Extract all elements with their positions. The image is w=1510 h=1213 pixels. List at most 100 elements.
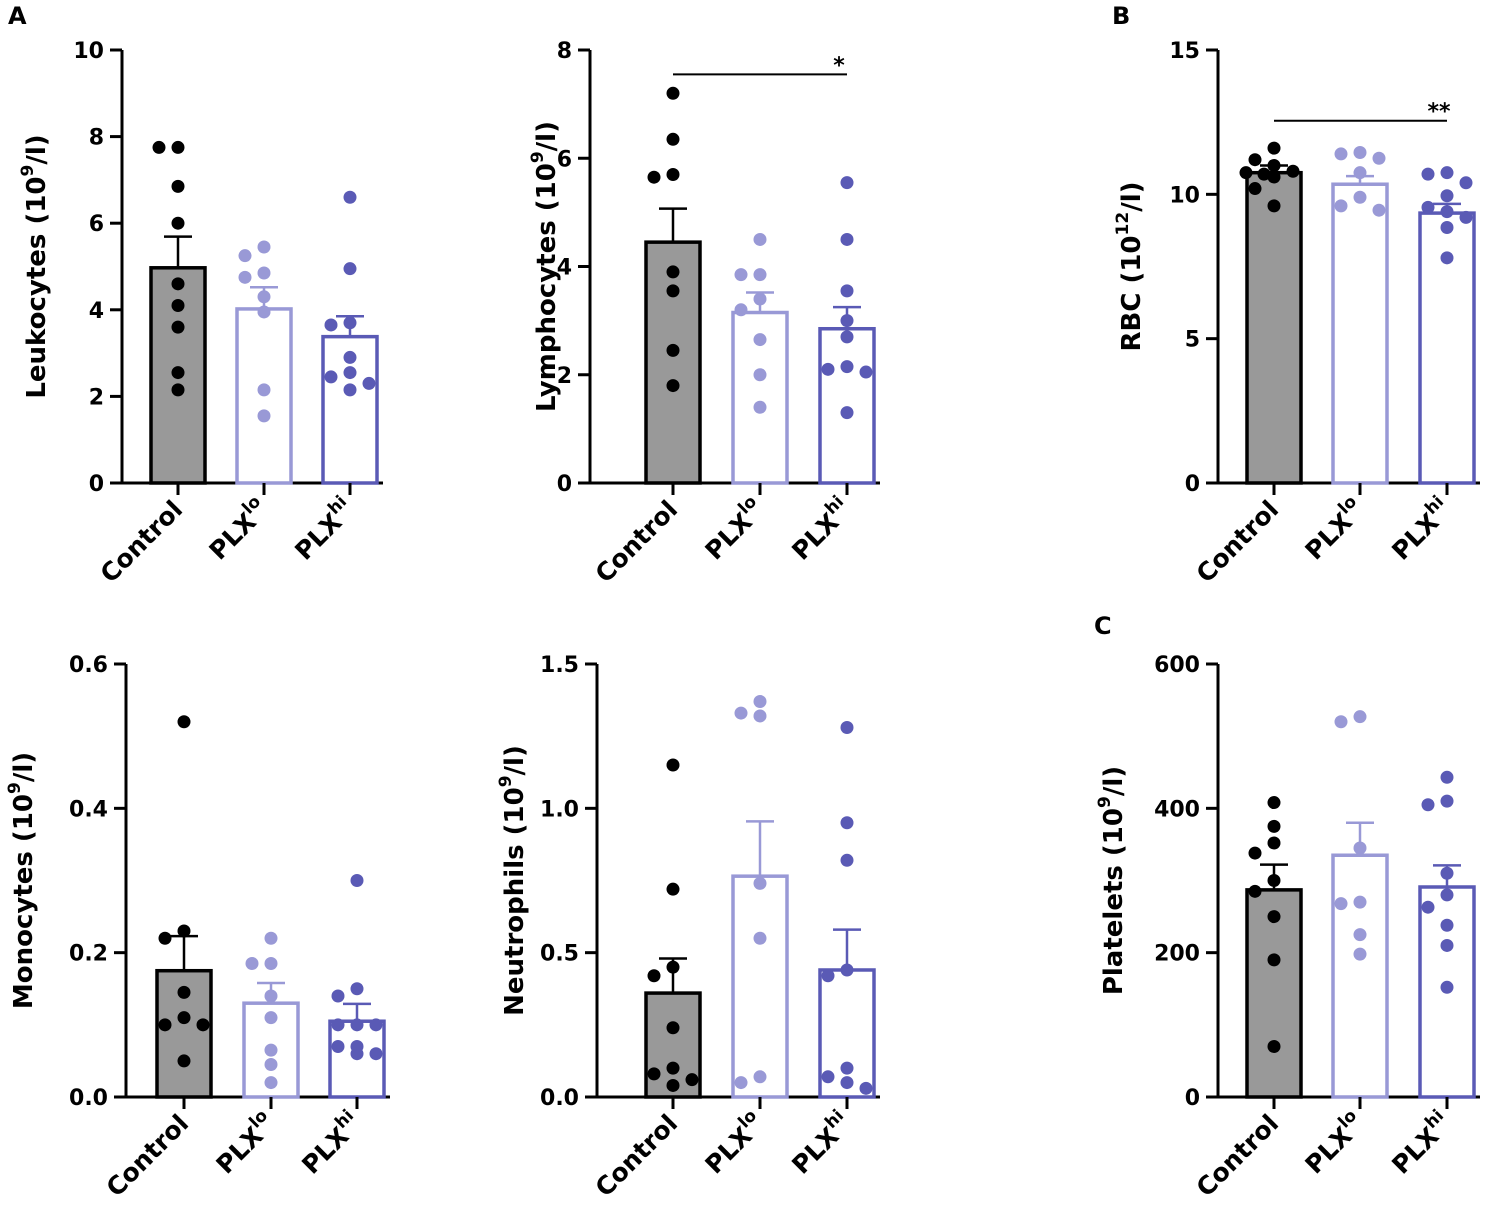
data-point-plx-hi [840,176,854,190]
data-point-control [666,86,680,100]
data-point-plx-hi [343,383,357,397]
data-point-plx-lo [1334,199,1348,213]
data-point-plx-lo [1334,897,1348,911]
data-point-control [666,132,680,146]
data-point-plx-lo [734,303,748,317]
y-tick-label: 8 [557,39,572,64]
data-point-control [1248,153,1262,167]
data-point-plx-lo [257,383,271,397]
y-tick-label: 0 [1185,472,1200,497]
significance-label: ** [1427,100,1451,125]
panel-letter-b: B [1112,2,1130,30]
data-point-plx-hi [840,330,854,344]
data-point-control [666,284,680,298]
data-point-plx-lo [753,400,767,414]
data-point-control [685,1073,699,1087]
y-axis-label: Neutrophils (109/l) [496,745,530,1016]
y-tick-label: 6 [557,147,572,172]
data-point-control [171,298,185,312]
bar-control [1245,170,1303,485]
data-point-plx-hi [362,376,376,390]
category-label-plx-hi: PLXhi [286,492,360,566]
data-point-control [171,216,185,230]
data-point-control [177,1054,191,1068]
data-point-control [666,758,680,772]
y-tick-label: 0.5 [540,942,579,967]
data-point-plx-hi [840,360,854,374]
data-point-control [171,277,185,291]
category-label-plx-lo: PLXlo [201,492,275,566]
data-point-plx-hi [840,816,854,830]
data-point-plx-lo [753,695,767,709]
data-point-control [171,140,185,154]
y-axis-label: Monocytes (109/l) [5,752,39,1009]
data-point-plx-lo [1353,166,1367,180]
data-point-control [1267,874,1281,887]
data-point-plx-hi [1440,205,1454,219]
y-tick-label: 2 [557,364,572,389]
data-point-plx-hi [1440,189,1454,203]
data-point-plx-hi [1440,251,1454,265]
data-point-control [666,167,680,181]
bar-plx-hi [321,334,379,485]
data-point-plx-lo [1353,145,1367,159]
data-point-control [666,1078,680,1092]
data-point-plx-hi [1440,794,1454,808]
data-point-control [158,931,172,945]
data-point-control [647,969,661,983]
data-point-plx-hi [1421,200,1435,214]
data-point-control [177,715,191,729]
y-tick-label: 0 [1185,1086,1200,1111]
y-tick-label: 2 [89,385,104,410]
data-point-control [666,882,680,896]
data-point-control [152,140,166,154]
data-point-plx-lo [238,249,252,263]
panel-letter-a: A [8,2,27,30]
category-label-plx-lo: PLXlo [697,492,771,566]
category-label-control: Control [101,1109,195,1203]
category-label-plx-hi: PLXhi [1383,1106,1457,1180]
category-label-plx-lo: PLXlo [1297,492,1371,566]
data-point-plx-hi [331,1018,345,1032]
data-point-plx-hi [324,370,338,384]
bar-plx-lo [1331,853,1389,1099]
data-point-plx-lo [1353,190,1367,204]
data-point-plx-lo [257,290,271,304]
y-tick-label: 200 [1154,942,1200,967]
data-point-plx-hi [343,316,357,330]
y-axis-label: Lymphocytes (109/l) [528,121,562,412]
data-point-plx-hi [840,721,854,735]
data-point-control [177,1011,191,1025]
data-point-control [171,383,185,397]
y-tick-label: 4 [89,299,104,324]
data-point-plx-hi [821,1070,835,1084]
data-point-plx-lo [264,1043,278,1057]
data-point-plx-lo [264,989,278,1003]
data-point-plx-lo [753,333,767,347]
data-point-plx-lo [264,956,278,970]
data-point-control [1248,846,1262,860]
data-point-control [1267,1039,1281,1053]
data-point-plx-hi [1440,918,1454,932]
data-point-plx-hi [1459,176,1473,190]
data-point-control [177,924,191,938]
data-point-plx-lo [753,876,767,890]
data-point-plx-hi [1421,900,1435,914]
data-point-plx-lo [1353,710,1367,724]
data-point-plx-hi [1440,888,1454,902]
data-point-plx-hi [1440,166,1454,180]
data-point-plx-hi [840,1061,854,1075]
data-point-plx-hi [840,1076,854,1090]
data-point-control [1267,910,1281,924]
category-label-plx-lo: PLXlo [697,1106,771,1180]
y-tick-label: 0.0 [69,1086,108,1111]
data-point-plx-lo [1353,841,1367,855]
data-point-plx-hi [1459,210,1473,224]
y-tick-label: 0.4 [69,797,108,822]
y-tick-label: 10 [73,39,104,64]
data-point-plx-lo [734,268,748,282]
data-point-plx-lo [734,706,748,720]
